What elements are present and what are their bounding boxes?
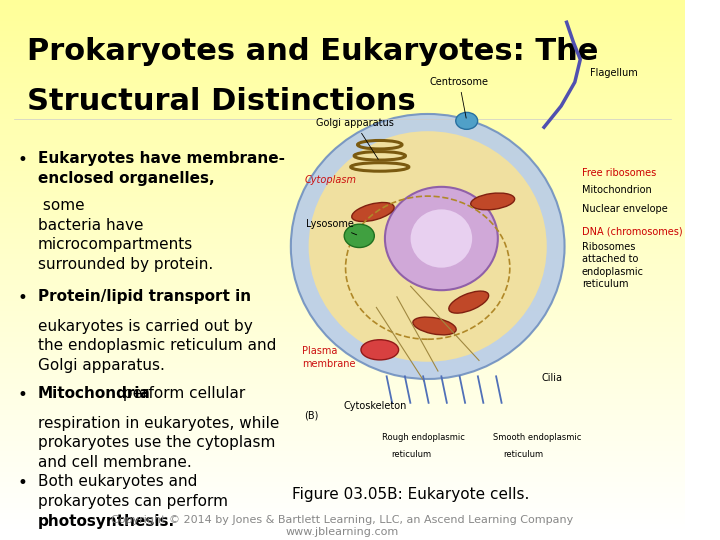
- Text: Protein/lipid transport in: Protein/lipid transport in: [37, 289, 251, 304]
- Text: Copyright © 2014 by Jones & Bartlett Learning, LLC, an Ascend Learning Company
w: Copyright © 2014 by Jones & Bartlett Lea…: [111, 515, 573, 537]
- Text: perform cellular: perform cellular: [118, 386, 246, 401]
- Text: photosynthesis.: photosynthesis.: [37, 514, 175, 529]
- Text: Both eukaryotes and
prokaryotes can perform: Both eukaryotes and prokaryotes can perf…: [37, 474, 228, 509]
- Ellipse shape: [361, 340, 399, 360]
- Text: Centrosome: Centrosome: [430, 77, 489, 118]
- Text: respiration in eukaryotes, while
prokaryotes use the cytoplasm
and cell membrane: respiration in eukaryotes, while prokary…: [37, 416, 279, 470]
- Ellipse shape: [410, 210, 472, 268]
- Text: Mitochondria: Mitochondria: [37, 386, 150, 401]
- Text: reticulum: reticulum: [503, 450, 543, 459]
- Text: Prokaryotes and Eukaryotes: The: Prokaryotes and Eukaryotes: The: [27, 37, 599, 66]
- Text: Nuclear envelope: Nuclear envelope: [582, 204, 667, 214]
- Text: Mitochondrion: Mitochondrion: [582, 185, 652, 195]
- Text: Eukaryotes have membrane-
enclosed organelles,: Eukaryotes have membrane- enclosed organ…: [37, 151, 284, 186]
- Text: DNA (chromosomes): DNA (chromosomes): [582, 226, 683, 237]
- Text: Structural Distinctions: Structural Distinctions: [27, 87, 416, 117]
- Text: Rough endoplasmic: Rough endoplasmic: [382, 433, 464, 442]
- Ellipse shape: [291, 114, 564, 379]
- Ellipse shape: [309, 131, 546, 362]
- Text: Lysosome: Lysosome: [306, 219, 356, 235]
- Text: Cytoplasm: Cytoplasm: [305, 175, 356, 185]
- Ellipse shape: [352, 202, 394, 221]
- Text: reticulum: reticulum: [392, 450, 431, 459]
- Text: •: •: [17, 386, 27, 404]
- Ellipse shape: [385, 187, 498, 290]
- Text: Golgi apparatus: Golgi apparatus: [316, 118, 394, 159]
- Text: Figure 03.05B: Eukaryote cells.: Figure 03.05B: Eukaryote cells.: [292, 487, 529, 502]
- Text: Smooth endoplasmic: Smooth endoplasmic: [492, 433, 581, 442]
- Circle shape: [456, 112, 477, 130]
- Circle shape: [344, 224, 374, 247]
- Text: Cytoskeleton: Cytoskeleton: [343, 401, 407, 411]
- Text: •: •: [17, 151, 27, 169]
- Text: •: •: [17, 474, 27, 492]
- Ellipse shape: [413, 317, 456, 335]
- Ellipse shape: [449, 291, 489, 313]
- Text: some
bacteria have
microcompartments
surrounded by protein.: some bacteria have microcompartments sur…: [37, 198, 213, 272]
- Text: (B): (B): [304, 411, 318, 421]
- Text: Plasma
membrane: Plasma membrane: [302, 346, 356, 369]
- Text: Ribosomes
attached to
endoplasmic
reticulum: Ribosomes attached to endoplasmic reticu…: [582, 242, 644, 289]
- Text: Free ribosomes: Free ribosomes: [582, 168, 656, 178]
- Text: Cilia: Cilia: [542, 373, 563, 382]
- Text: Flagellum: Flagellum: [590, 68, 638, 78]
- Text: •: •: [17, 289, 27, 307]
- Text: eukaryotes is carried out by
the endoplasmic reticulum and
Golgi apparatus.: eukaryotes is carried out by the endopla…: [37, 319, 276, 373]
- Ellipse shape: [471, 193, 515, 210]
